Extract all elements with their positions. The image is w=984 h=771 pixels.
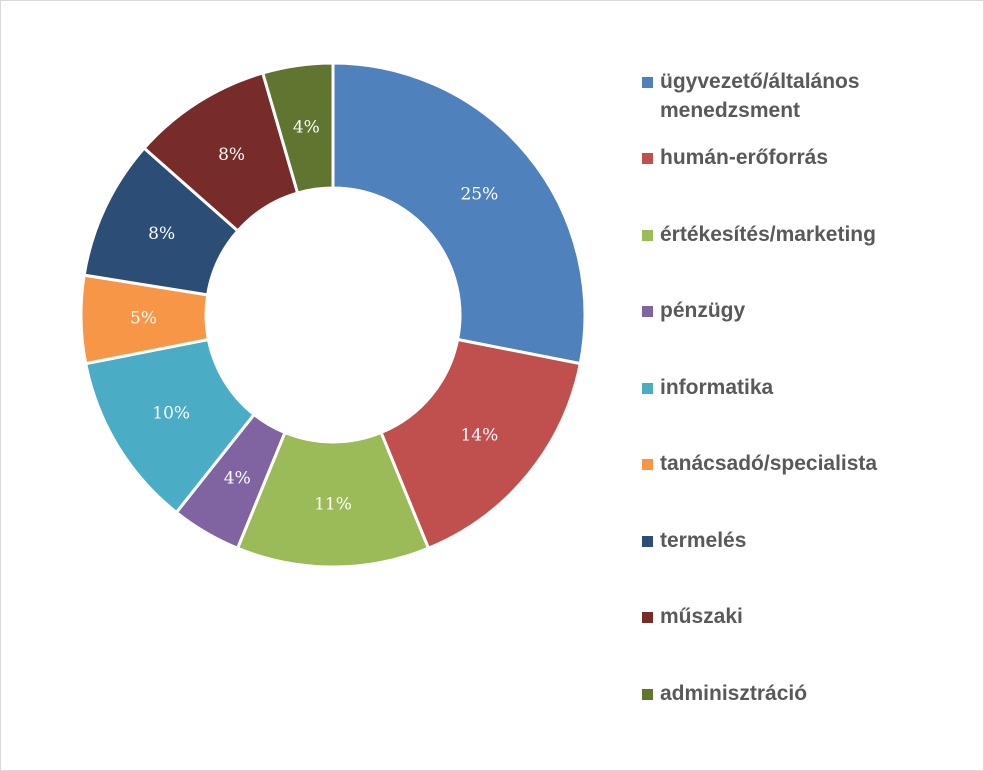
legend-item: értékesítés/marketing [642, 220, 960, 249]
slice-data-label: 8% [148, 224, 175, 244]
legend-label: termelés [660, 529, 747, 552]
legend-item: humán-erőforrás [642, 143, 960, 172]
slice-data-label: 25% [460, 185, 498, 205]
legend-marker [642, 689, 653, 700]
legend-marker [642, 230, 653, 241]
slice-data-label: 11% [314, 495, 352, 515]
legend-item: ügyvezető/általános menedzsment [642, 67, 960, 125]
donut-slice [379, 337, 583, 551]
legend-label: műszaki [660, 605, 743, 628]
legend-item: pénzügy [642, 296, 960, 325]
slice-data-label: 14% [460, 425, 498, 445]
legend-label: ügyvezető/általános menedzsment [660, 70, 860, 122]
donut-slice [331, 61, 587, 366]
legend-label: tanácsadó/specialista [660, 452, 878, 475]
slice-data-label: 4% [293, 117, 320, 137]
slice-data-label: 5% [130, 308, 157, 328]
legend-label: pénzügy [660, 299, 746, 322]
slice-data-label: 8% [218, 145, 245, 165]
legend-label: adminisztráció [660, 682, 808, 705]
legend-marker [642, 383, 653, 394]
legend-label: informatika [660, 376, 774, 399]
legend-marker [642, 306, 653, 317]
legend-label: humán-erőforrás [660, 146, 829, 169]
legend-marker [642, 612, 653, 623]
legend-item: termelés [642, 526, 960, 555]
slice-data-label: 4% [224, 469, 251, 489]
legend-marker [642, 77, 653, 88]
legend-item: adminisztráció [642, 679, 960, 708]
slice-data-label: 10% [152, 404, 190, 424]
legend-label: értékesítés/marketing [660, 223, 876, 246]
legend-marker [642, 536, 653, 547]
legend-item: műszaki [642, 602, 960, 631]
legend-marker [642, 459, 653, 470]
donut-slice [260, 61, 335, 195]
legend-marker [642, 153, 653, 164]
legend-item: tanácsadó/specialista [642, 449, 960, 478]
legend-item: informatika [642, 373, 960, 402]
